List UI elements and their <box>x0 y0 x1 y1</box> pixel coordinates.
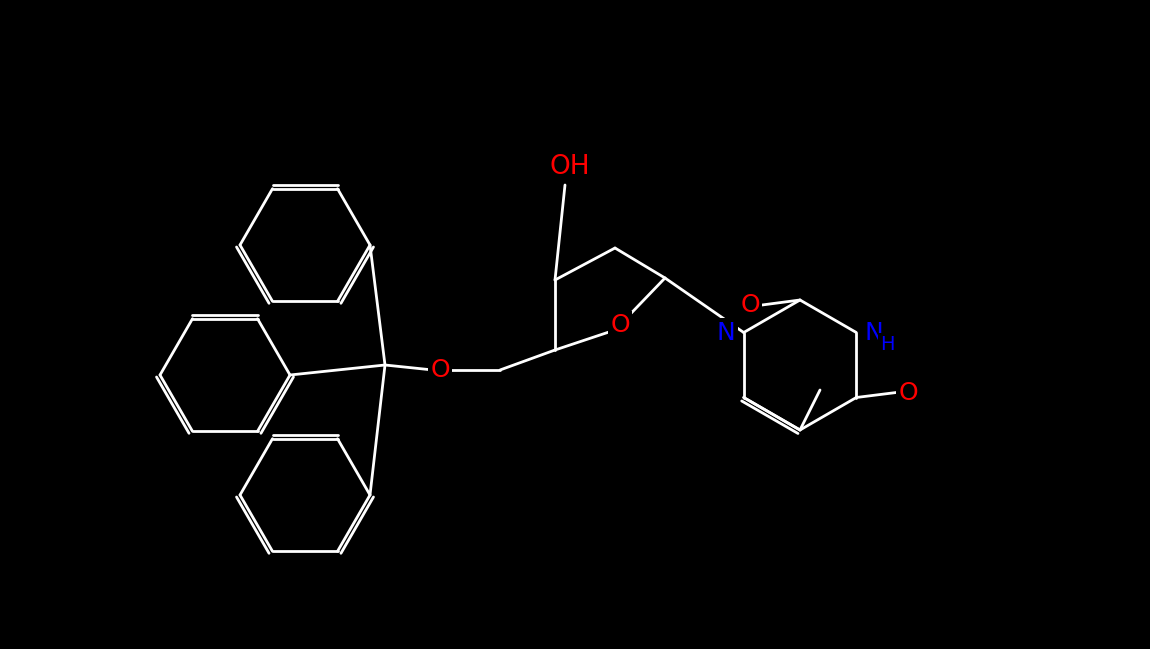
Text: N: N <box>716 321 736 345</box>
Text: N: N <box>865 321 883 345</box>
Text: OH: OH <box>550 154 590 180</box>
Text: O: O <box>898 380 918 404</box>
Text: H: H <box>880 335 895 354</box>
Text: O: O <box>611 313 630 337</box>
Text: O: O <box>741 293 760 317</box>
Text: O: O <box>430 358 450 382</box>
